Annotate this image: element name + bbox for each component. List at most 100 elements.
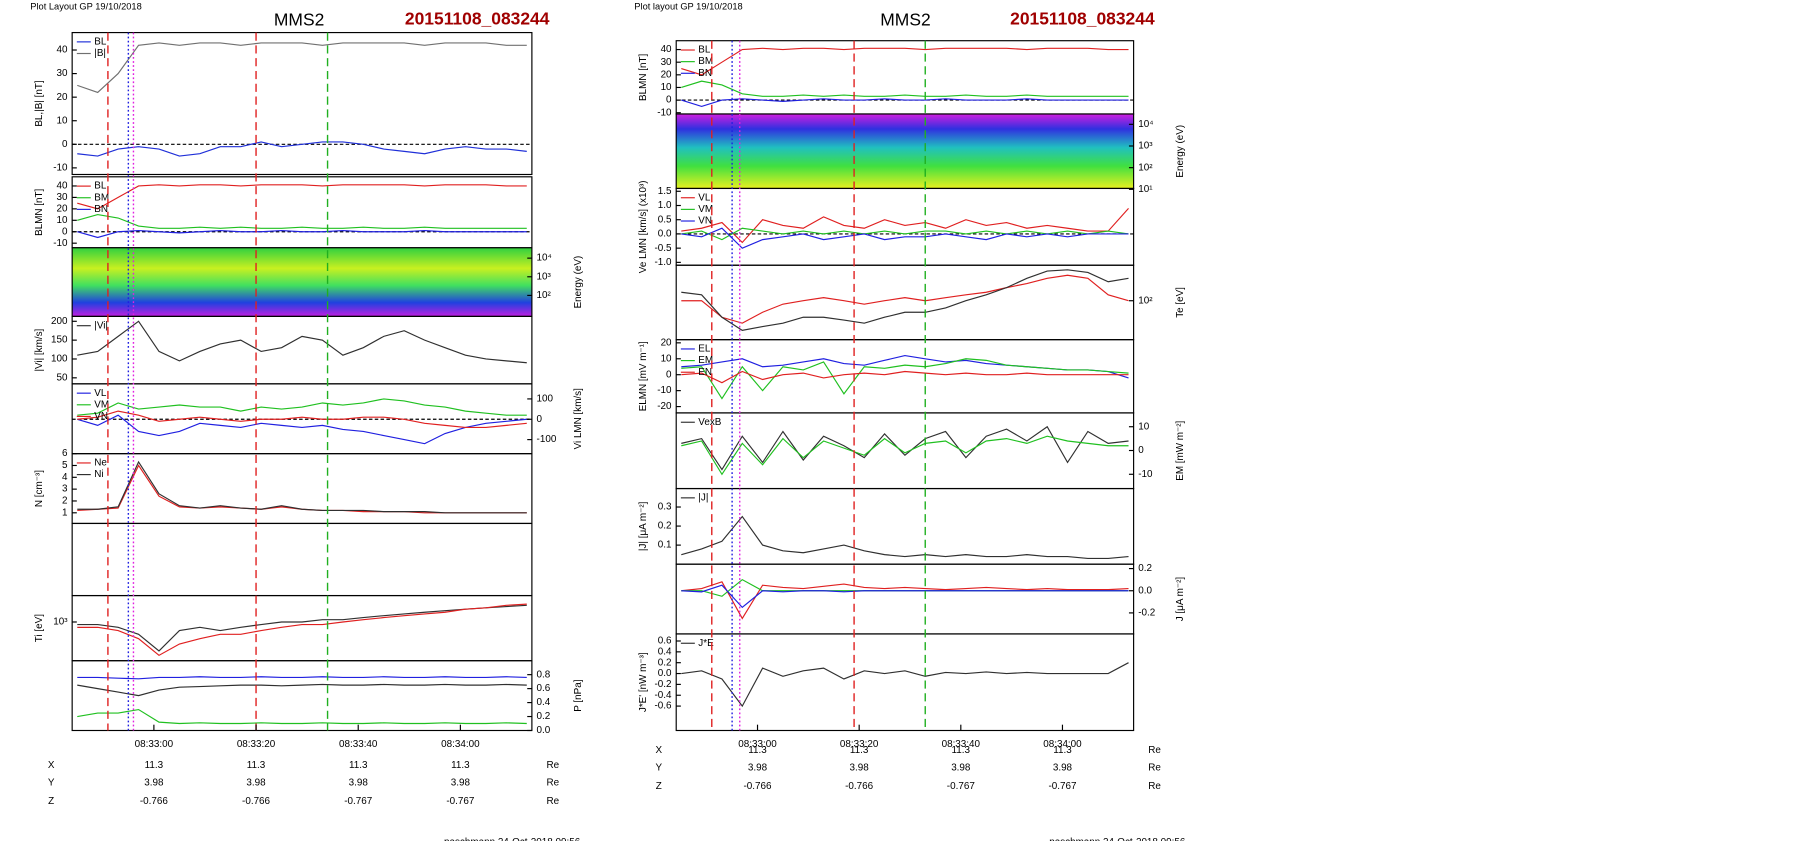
panel-frame [675, 40, 1135, 115]
y-tick-label: 20 [57, 203, 68, 214]
ephemeris-value: -0.766 [845, 781, 874, 792]
ephemeris-label: Y [655, 762, 662, 773]
spectrogram [676, 113, 1134, 189]
ephemeris-unit: Re [547, 760, 560, 771]
y-axis-label: ELMN [mV m⁻¹] [638, 341, 649, 411]
y-axis-label: Energy (eV) [573, 256, 584, 309]
y-tick-label: 40 [661, 44, 672, 55]
spectrogram [72, 247, 532, 317]
y-tick-label: 0.2 [658, 521, 672, 532]
trace [77, 230, 527, 239]
y-tick-label: 30 [57, 192, 68, 203]
legend-label: VM [94, 399, 109, 410]
panel-frame [71, 315, 533, 385]
y-tick-label: 0 [62, 226, 68, 237]
trace [77, 460, 527, 514]
ephemeris-value: 11.3 [748, 745, 767, 756]
legend-label: VexB [698, 417, 721, 428]
x-tick-label: 08:33:20 [840, 739, 879, 750]
panel-frame [71, 522, 533, 597]
trace [681, 47, 1129, 76]
trace [681, 227, 1129, 241]
y-tick-label: 10 [661, 82, 672, 93]
ephemeris-value: -0.767 [344, 796, 372, 807]
legend-label: VN [94, 411, 108, 422]
y-tick-label: 10 [1138, 421, 1149, 432]
y-axis-label: P [nPa] [573, 679, 584, 711]
y-tick-label: 0.5 [658, 214, 672, 225]
y-tick-label: 10³ [53, 617, 68, 628]
ephemeris-value: 11.3 [1053, 745, 1072, 756]
y-tick-label: 1.0 [658, 200, 672, 211]
trace [77, 604, 527, 652]
y-tick-label: 10 [57, 115, 68, 126]
legend-label: VM [698, 204, 713, 215]
y-tick-label: 0.4 [658, 646, 672, 657]
y-tick-label: -1.0 [655, 257, 673, 268]
y-axis-label: BLMN [nT] [34, 188, 45, 235]
ephemeris-value: 11.3 [349, 760, 368, 771]
y-tick-label: -100 [537, 434, 557, 445]
y-tick-label: 0.2 [1138, 563, 1152, 574]
y-tick-label: 100 [537, 394, 554, 405]
legend-label: |B| [94, 48, 106, 59]
y-tick-label: 0.8 [537, 669, 551, 680]
ephemeris-label: Y [48, 777, 55, 788]
trace [77, 603, 527, 657]
trace [77, 398, 527, 416]
y-tick-label: 10³ [1138, 141, 1153, 152]
ephemeris-label: X [655, 745, 662, 756]
trace [77, 676, 527, 680]
y-tick-label: 20 [57, 92, 68, 103]
trace [77, 184, 527, 210]
trace [77, 708, 527, 725]
trace [681, 370, 1129, 384]
y-tick-label: 0.2 [537, 711, 551, 722]
y-tick-label: 0 [62, 139, 68, 150]
ephemeris-value: -0.767 [947, 781, 975, 792]
trace [77, 320, 527, 364]
ephemeris-value: 3.98 [349, 777, 369, 788]
ephemeris-value: 3.98 [1053, 762, 1073, 773]
trace [681, 662, 1129, 708]
legend-label: VL [94, 388, 107, 399]
y-tick-label: 30 [661, 57, 672, 68]
ephemeris-value: 3.98 [246, 777, 266, 788]
ephemeris-unit: Re [1148, 781, 1161, 792]
ephemeris-value: 3.98 [850, 762, 870, 773]
y-tick-label: -0.5 [655, 243, 673, 254]
legend-label: |Vi| [94, 320, 108, 331]
legend-label: EL [698, 344, 711, 355]
ephemeris-value: -0.767 [446, 796, 474, 807]
trace [77, 42, 527, 94]
y-tick-label: -0.6 [655, 701, 673, 712]
legend-label: BM [698, 56, 713, 67]
y-tick-label: 10 [661, 353, 672, 364]
y-tick-label: -0.4 [655, 690, 673, 701]
legend-label: VL [698, 192, 711, 203]
y-tick-label: 0.3 [658, 502, 672, 513]
event-id: 20151108_083244 [1010, 8, 1155, 28]
y-axis-label: N [cm⁻³] [34, 470, 45, 507]
y-tick-label: 10⁴ [1138, 119, 1153, 130]
y-tick-label: 200 [51, 316, 68, 327]
ephemeris-unit: Re [1148, 745, 1161, 756]
ephemeris-value: 11.3 [952, 745, 971, 756]
legend-label: J*E [698, 638, 714, 649]
legend-label: BL [698, 45, 711, 56]
panel-frame [675, 633, 1135, 732]
trace [681, 435, 1129, 476]
legend-label: BL [94, 181, 107, 192]
ephemeris-value: 3.98 [144, 777, 164, 788]
trace [77, 410, 527, 428]
y-tick-label: 0 [537, 414, 543, 425]
y-tick-label: 0.4 [537, 697, 551, 708]
y-tick-label: 10¹ [1138, 184, 1153, 195]
panel-frame [71, 31, 533, 176]
y-tick-label: 20 [661, 337, 672, 348]
y-tick-label: 1 [62, 507, 68, 518]
y-axis-label: Vi LMN [km/s] [573, 388, 584, 450]
trace [77, 213, 527, 229]
y-tick-label: -20 [657, 401, 672, 412]
